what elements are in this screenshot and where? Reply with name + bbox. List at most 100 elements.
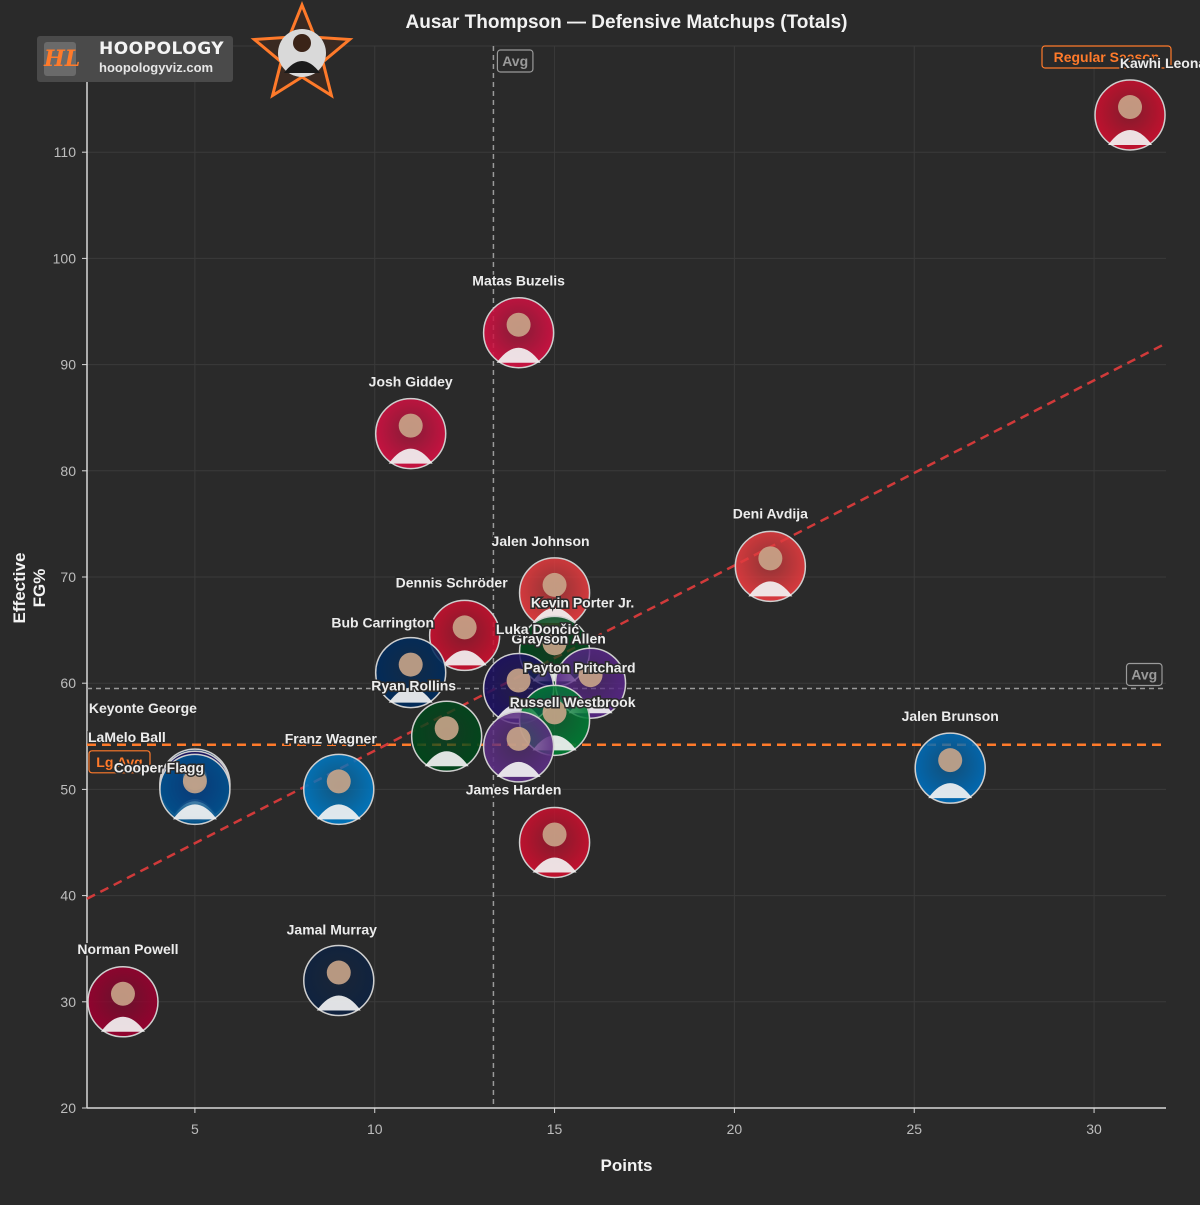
brand-url: hoopologyviz.com <box>99 60 214 75</box>
player-jersey <box>100 1016 145 1032</box>
player-label: Jalen Brunson <box>902 708 999 724</box>
player-head <box>758 546 783 571</box>
player-head <box>398 652 423 677</box>
player-label: Ryan Rollins <box>371 677 456 693</box>
player-head <box>506 726 531 751</box>
data-point: Jamal Murray <box>285 920 379 1017</box>
player-head <box>542 572 567 597</box>
player-jersey <box>748 581 793 597</box>
player-label: Matas Buzelis <box>472 273 565 289</box>
player-label: Franz Wagner <box>285 730 378 746</box>
x-tick-label: 15 <box>547 1121 563 1137</box>
player-head <box>434 716 459 741</box>
y-tick-label: 90 <box>60 357 76 373</box>
player-label: Bub Carrington <box>331 615 434 631</box>
player-label: Dennis Schröder <box>396 574 509 590</box>
brand-logo: HL HOOPOLOGY hoopologyviz.com <box>37 36 233 82</box>
season-tag: Regular Season <box>1054 49 1160 65</box>
data-point: Norman Powell <box>76 939 180 1038</box>
player-label: Keyonte George <box>89 700 197 716</box>
player-jersey <box>496 347 541 363</box>
player-jersey <box>424 751 469 767</box>
data-point: Kawhi Leonard <box>1094 54 1200 151</box>
player-label: Jamal Murray <box>287 922 377 938</box>
data-point: Deni Avdija <box>731 504 810 603</box>
brand-name: HOOPOLOGY <box>99 39 225 59</box>
featured-player-photo <box>278 29 326 77</box>
player-jersey <box>928 783 973 799</box>
y-tick-label: 50 <box>60 781 76 797</box>
x-tick-label: 30 <box>1086 1121 1102 1137</box>
y-axis-label: Effective FG% <box>10 552 49 624</box>
player-head <box>1118 95 1143 120</box>
player-head <box>398 413 423 438</box>
data-point: Jalen Brunson <box>900 707 1000 804</box>
player-jersey <box>388 448 433 464</box>
player-label: Kawhi Leonard <box>1120 55 1200 71</box>
y-tick-label: 100 <box>53 250 77 266</box>
y-tick-label: 20 <box>60 1100 76 1116</box>
data-point: Russell Westbrook <box>482 692 637 783</box>
player-label: Luka Dončić <box>496 621 579 637</box>
player-head <box>182 769 207 794</box>
y-tick-label: 40 <box>60 888 76 904</box>
x-tick-label: 20 <box>727 1121 743 1137</box>
y-tick-label: 110 <box>54 144 77 160</box>
player-jersey <box>316 804 361 820</box>
player-label: Cooper Flagg <box>114 759 204 775</box>
player-jersey <box>496 761 541 777</box>
player-label: Norman Powell <box>77 941 178 957</box>
player-label: LaMelo Ball <box>88 729 166 745</box>
avg-x-tag: Avg <box>502 53 528 69</box>
player-jersey <box>442 650 487 666</box>
player-label: Payton Pritchard <box>524 659 636 675</box>
player-label: Josh Giddey <box>369 374 453 390</box>
player-label: Grayson Allen <box>511 631 605 647</box>
league-avg-tag-box <box>88 750 151 774</box>
data-point: Cooper Flagg <box>112 753 231 826</box>
player-label: Jalen Johnson <box>492 533 590 549</box>
y-tick-label: 60 <box>60 675 76 691</box>
player-jersey <box>316 995 361 1011</box>
avg-x-tag-box <box>496 49 534 73</box>
trendline <box>86 342 1167 900</box>
player-head <box>506 312 531 337</box>
data-point: Dennis Schröder <box>394 573 510 672</box>
player-head <box>110 981 135 1006</box>
chart-title: Ausar Thompson — Defensive Matchups (Tot… <box>405 12 848 33</box>
y-tick-label: 70 <box>60 569 76 585</box>
player-jersey <box>172 804 217 820</box>
player-jersey <box>388 687 433 703</box>
data-point: Matas Buzelis <box>471 271 567 369</box>
brand-mark: HL <box>44 42 80 76</box>
avg-y-tag-box <box>1125 662 1163 687</box>
league-avg-tag: Lg Avg <box>96 754 142 770</box>
player-head <box>542 700 567 725</box>
data-point: James Harden <box>464 780 591 879</box>
player-label: Deni Avdija <box>733 505 808 521</box>
data-point: Payton Pritchard <box>518 658 637 757</box>
x-tick-label: 25 <box>906 1121 922 1137</box>
featured-player-head <box>293 34 311 52</box>
avg-y-tag: Avg <box>1131 667 1157 683</box>
player-label: James Harden <box>466 782 562 798</box>
data-point: Franz Wagner <box>283 729 379 826</box>
x-tick-label: 5 <box>191 1121 199 1137</box>
player-head <box>938 748 963 773</box>
player-head <box>542 631 567 656</box>
player-head <box>326 960 351 985</box>
x-axis-label: Points <box>600 1156 653 1175</box>
season-tag-box <box>1041 45 1172 69</box>
x-tick-label: 10 <box>367 1121 383 1137</box>
player-head <box>542 822 567 847</box>
player-label: Kevin Porter Jr. <box>531 594 635 610</box>
y-tick-label: 80 <box>60 463 76 479</box>
player-head <box>452 615 477 640</box>
player-head <box>506 668 531 693</box>
player-jersey <box>532 857 577 873</box>
data-point: Ryan Rollins <box>370 676 483 773</box>
featured-player-body <box>284 61 320 73</box>
player-head <box>326 769 351 794</box>
